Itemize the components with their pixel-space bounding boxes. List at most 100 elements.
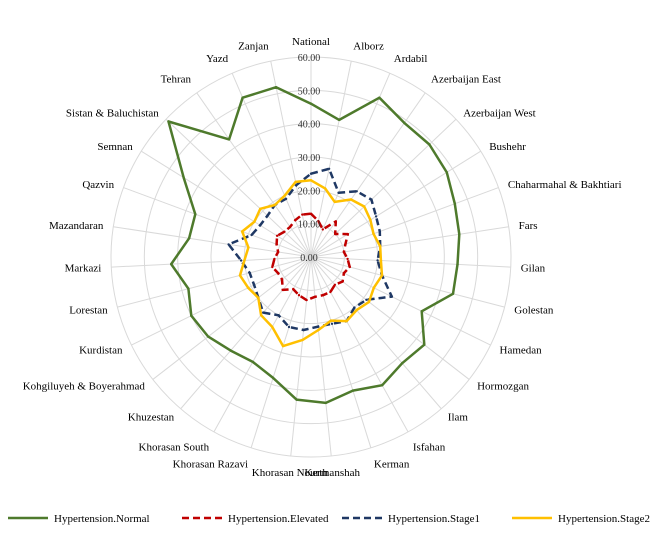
data-point [309, 212, 313, 215]
grid-spoke [310, 256, 332, 457]
grid-spoke [111, 256, 312, 268]
data-point [251, 360, 254, 364]
data-point [458, 233, 461, 236]
category-label: Qazvin [82, 179, 114, 191]
data-point [309, 179, 313, 182]
data-point [281, 288, 284, 292]
category-label: Hormozgan [477, 381, 529, 393]
grid-spoke [310, 256, 511, 268]
data-point [390, 295, 393, 298]
grid-spoke [141, 150, 312, 258]
grid [110, 56, 512, 458]
data-point [259, 314, 263, 317]
grid-spoke [310, 256, 491, 346]
category-label: Gilan [521, 263, 546, 275]
data-point [348, 265, 351, 269]
legend-label: Hypertension.Stage1 [388, 513, 480, 525]
data-point [194, 213, 197, 216]
data-point [295, 184, 298, 187]
category-label: Ardabil [394, 53, 428, 65]
radial-tick-label: 0.00 [300, 253, 318, 264]
data-point [378, 230, 381, 233]
data-point [182, 176, 185, 179]
data-point [327, 167, 331, 170]
data-point [324, 401, 327, 405]
data-point [227, 138, 231, 141]
grid-spoke [310, 150, 481, 258]
radial-tick-label: 50.00 [298, 86, 321, 97]
category-label: Kurdistan [79, 345, 123, 357]
data-point [379, 259, 383, 262]
data-point [305, 298, 308, 302]
data-point [302, 328, 305, 332]
data-point [271, 265, 274, 269]
data-point [333, 200, 336, 204]
data-point [317, 219, 320, 223]
category-label: Lorestan [69, 305, 108, 317]
legend: Hypertension.Normal Hypertension.Elevated… [8, 513, 650, 525]
grid-spoke [165, 118, 312, 258]
data-point [259, 207, 262, 210]
category-label: Mazandaran [49, 220, 104, 232]
data-point [355, 308, 358, 312]
data-point [445, 171, 448, 174]
legend-label: Hypertension.Stage2 [558, 513, 650, 525]
data-point [297, 294, 301, 297]
data-point [275, 243, 278, 246]
radial-ticks: 0.00 10.00 20.00 30.00 40.00 50.00 60.00 [298, 53, 321, 264]
data-point [271, 325, 274, 329]
category-label: Kermanshah [304, 467, 360, 479]
grid-spoke [310, 73, 391, 258]
data-point [262, 311, 265, 314]
category-label: Yazd [206, 53, 229, 65]
data-point [378, 96, 381, 99]
data-point [351, 389, 355, 392]
grid-spoke [231, 73, 312, 258]
category-label: Isfahan [413, 442, 446, 454]
category-label: Markazi [65, 263, 102, 275]
data-point [238, 274, 242, 277]
data-point [295, 398, 298, 401]
data-point [381, 384, 384, 387]
data-point [372, 232, 375, 235]
data-point [334, 232, 337, 236]
category-label: Tehran [161, 74, 192, 86]
series-line-hypertension-stage2 [238, 179, 384, 348]
data-point [353, 306, 356, 309]
data-point [316, 325, 320, 328]
data-point [329, 319, 333, 322]
series-line-hypertension-stage1 [227, 167, 394, 332]
category-label: National [292, 36, 330, 48]
data-point [301, 213, 304, 216]
category-label: Bushehr [489, 141, 526, 153]
grid-spoke [310, 256, 442, 410]
grid-spoke [310, 256, 409, 433]
data-point [346, 232, 349, 236]
data-point [277, 314, 280, 317]
data-point [401, 362, 404, 365]
data-point [275, 234, 279, 237]
data-point [334, 220, 337, 223]
category-label: Azerbaijan West [463, 107, 536, 119]
grid-spoke [310, 60, 352, 258]
category-label: Azerbaijan East [431, 74, 501, 86]
data-point [365, 298, 368, 301]
data-point [187, 287, 190, 290]
radial-tick-label: 10.00 [298, 220, 321, 231]
data-point [284, 197, 288, 200]
data-point [323, 187, 327, 190]
data-point [271, 376, 275, 380]
radial-tick-label: 30.00 [298, 153, 321, 164]
data-point [190, 314, 193, 317]
grid-spoke [310, 256, 470, 380]
category-label: Khorasan Nourth [252, 467, 329, 479]
data-point [369, 218, 372, 222]
data-point [333, 283, 337, 286]
data-point [276, 250, 280, 254]
data-point [345, 319, 348, 323]
data-point [252, 283, 256, 287]
data-point [349, 198, 353, 201]
data-point [266, 214, 269, 217]
data-point [363, 205, 366, 208]
grid-spoke [310, 256, 372, 448]
